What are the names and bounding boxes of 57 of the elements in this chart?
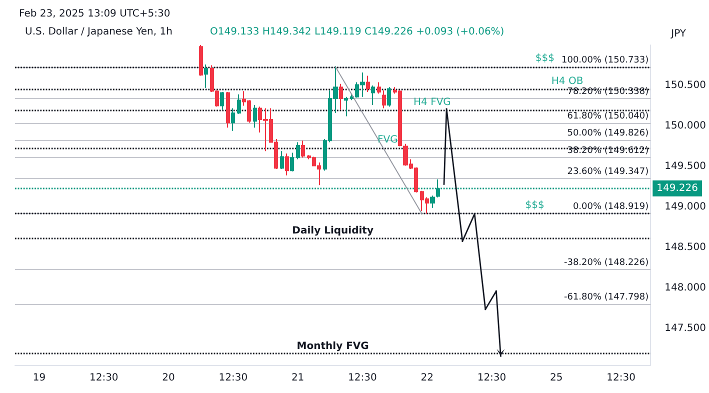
candlestick <box>231 108 235 132</box>
annotation: H4 FVG <box>414 97 451 108</box>
y-tick-label: 148.500 <box>664 242 706 254</box>
annotation: H4 OB <box>551 76 584 88</box>
candlestick <box>296 142 300 160</box>
x-tick-label: 21 <box>291 372 304 384</box>
chart-title: U.S. Dollar / Japanese Yen, 1h <box>25 26 172 38</box>
candlestick <box>204 64 208 88</box>
candlestick <box>377 82 381 94</box>
y-tick-label: 149.500 <box>664 161 706 172</box>
annotation: FVG <box>377 134 398 146</box>
y-tick-label: 148.000 <box>664 282 706 294</box>
ref-line-label: -61.80% (147.798) <box>564 292 649 303</box>
candlestick <box>290 152 294 172</box>
x-tick-label: 20 <box>162 372 175 384</box>
x-tick-label: 25 <box>550 372 563 384</box>
ref-line-label: 23.60% (149.347) <box>567 167 649 178</box>
candlestick <box>301 140 305 158</box>
x-tick-label: 19 <box>32 372 46 384</box>
candlestick <box>339 83 343 110</box>
candlestick <box>220 91 224 110</box>
candlestick <box>199 44 203 76</box>
y-tick-label: 147.500 <box>664 323 706 334</box>
annotation: $$$ <box>535 53 555 64</box>
ref-line-label: Daily Liquidity <box>292 225 374 236</box>
annotation: $$$ <box>525 200 544 212</box>
chart-subtitle: O149.133 H149.342 L149.119 C149.226 +0.093 (+0.06%) <box>210 26 504 38</box>
ref-line-label: 50.00% (149.826) <box>567 128 649 138</box>
candlestick <box>430 195 435 208</box>
x-tick-label: 12:30 <box>218 372 248 384</box>
x-tick-label: 12:30 <box>477 372 506 384</box>
x-tick-label: 22 <box>420 372 434 384</box>
candlestick <box>237 94 241 114</box>
text: JPY <box>670 28 687 40</box>
ref-line-label: 149.226 <box>656 182 698 194</box>
ref-line-label: Monthly FVG <box>296 341 369 352</box>
candlestick <box>371 85 375 106</box>
candlestick <box>253 104 257 128</box>
candlestick <box>382 90 386 109</box>
ref-line-label: 100.00% (150.733) <box>561 55 649 66</box>
x-tick-label: 12:30 <box>89 372 118 384</box>
y-tick-label: 149.000 <box>664 202 706 213</box>
candlestick <box>387 86 391 108</box>
candlestick <box>226 91 230 128</box>
candlestick <box>344 96 348 117</box>
x-tick-label: 12:30 <box>606 372 636 384</box>
x-tick-label: 12:30 <box>348 372 377 384</box>
candlestick <box>366 75 370 92</box>
candlestick <box>280 150 284 170</box>
candlestick <box>285 153 289 176</box>
text: Feb 23, 2025 13:09 UTC+5:30 <box>19 8 170 20</box>
ref-line-label: 0.00% (148.919) <box>572 202 649 212</box>
y-tick-label: 150.500 <box>664 80 706 92</box>
y-tick-label: 150.000 <box>664 120 706 132</box>
ref-line-label: 78.20% (150.338) <box>567 86 649 97</box>
ref-line-label: 61.80% (150.040) <box>567 111 649 122</box>
ref-line-label: -38.20% (148.226) <box>564 258 649 268</box>
